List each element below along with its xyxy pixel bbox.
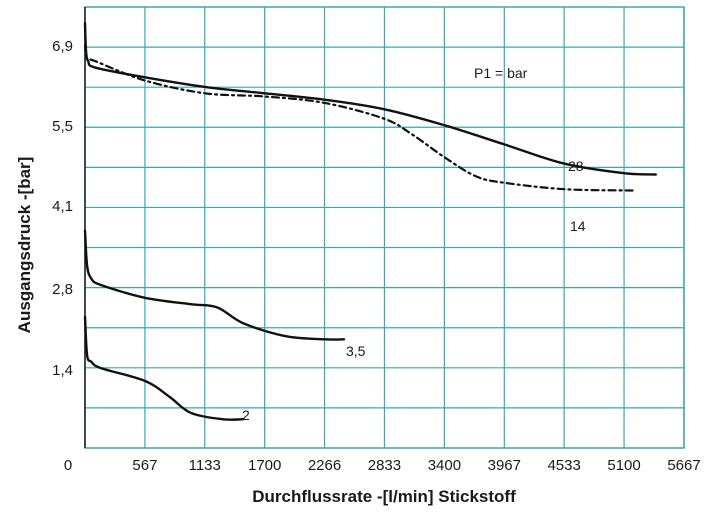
grid <box>84 7 685 448</box>
x-tick-label: 5100 <box>607 457 640 474</box>
y-tick-label: 1,4 <box>52 362 73 379</box>
series-label-14: 14 <box>570 218 586 234</box>
series-labels: 28 14 3,5 2 <box>242 158 586 423</box>
series-line-2 <box>83 315 245 421</box>
series-line-28 <box>83 21 657 176</box>
x-tick-labels: 0 567 1133 1700 2266 2833 3400 3967 4533 5100 5667 <box>64 457 701 474</box>
y-tick-label: 5,5 <box>52 118 73 135</box>
series-line-3-5 <box>83 229 346 341</box>
y-axis-title: Ausgangsdruck -[bar] <box>15 157 34 334</box>
series-label-28: 28 <box>568 158 584 174</box>
y-tick-label: 2,8 <box>52 281 73 298</box>
plot-frame <box>84 6 685 449</box>
x-tick-label: 0 <box>64 457 72 474</box>
y-tick-label: 4,1 <box>52 198 73 215</box>
y-tick-labels: 1,4 2,8 4,1 5,5 6,9 <box>52 38 73 379</box>
x-tick-label: 2833 <box>368 457 401 474</box>
x-tick-label: 5667 <box>667 457 700 474</box>
x-axis-title: Durchflussrate -[l/min] Stickstoff <box>252 487 516 506</box>
x-tick-label: 1133 <box>189 457 221 474</box>
x-tick-label: 4533 <box>547 457 580 474</box>
x-tick-label: 3400 <box>428 457 461 474</box>
x-tick-label: 3967 <box>488 457 521 474</box>
series-label-2: 2 <box>242 407 250 423</box>
series-label-3-5: 3,5 <box>346 343 366 359</box>
x-tick-label: 1700 <box>248 457 281 474</box>
x-tick-label: 2266 <box>308 457 341 474</box>
x-tick-label: 567 <box>132 457 157 474</box>
series-line-14 <box>83 44 636 192</box>
y-tick-label: 6,9 <box>52 38 73 55</box>
series-group <box>83 21 657 421</box>
p1-annotation: P1 = bar <box>474 65 528 81</box>
